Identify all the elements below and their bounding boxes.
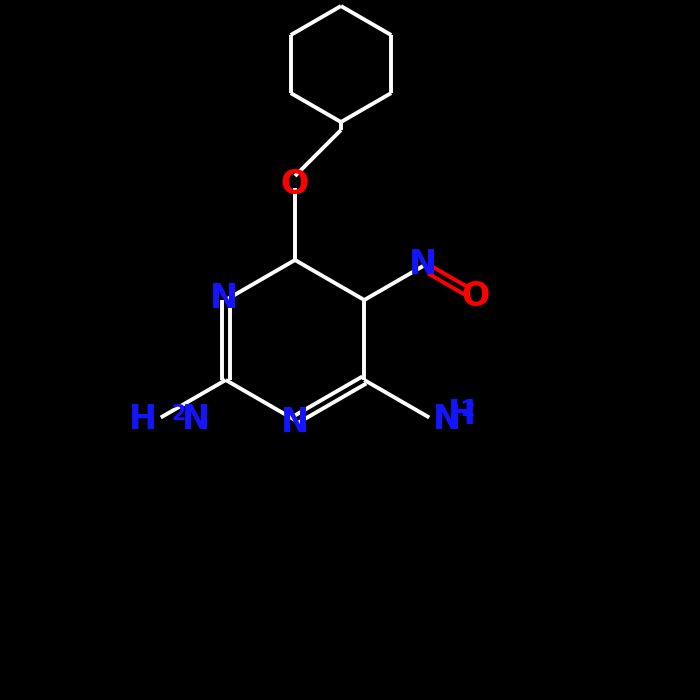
Text: N: N (409, 248, 438, 281)
Text: N: N (433, 403, 461, 436)
Text: N: N (281, 405, 309, 438)
Text: H: H (448, 398, 476, 431)
Text: O: O (281, 167, 309, 200)
Text: H: H (129, 403, 157, 436)
Text: 2: 2 (172, 405, 186, 424)
Text: 2: 2 (460, 400, 475, 419)
Text: O: O (461, 279, 489, 312)
Text: N: N (182, 403, 210, 436)
Text: N: N (210, 281, 238, 314)
